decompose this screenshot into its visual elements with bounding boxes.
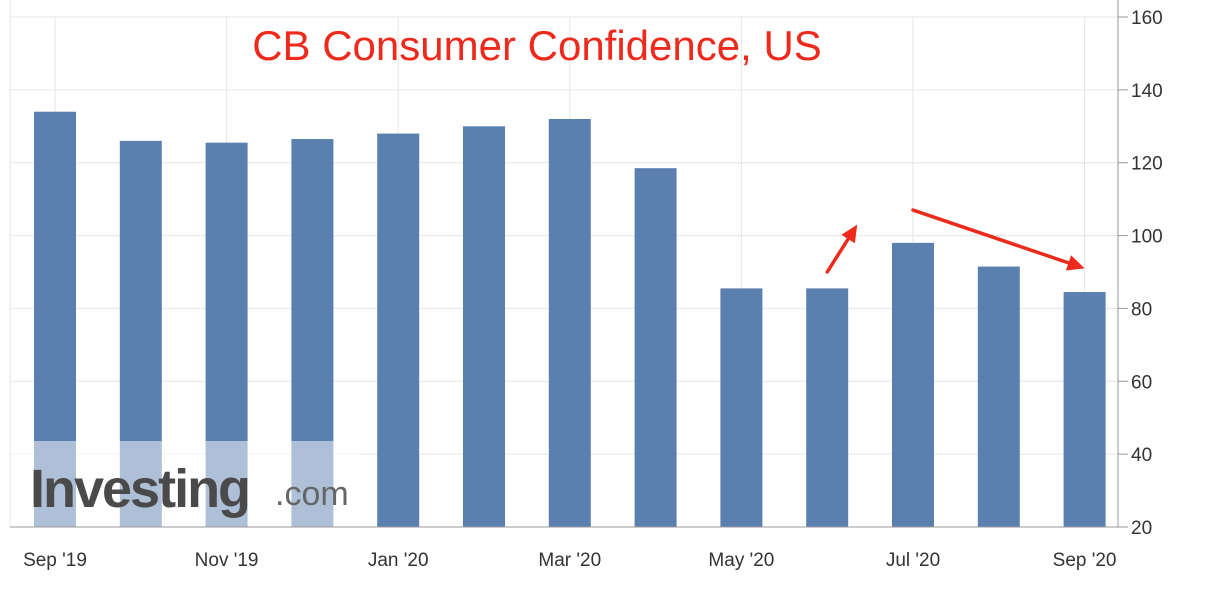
y-tick-label: 160: [1131, 8, 1163, 29]
bar: [548, 119, 591, 527]
x-tick-label: Jan '20: [368, 550, 429, 571]
y-tick-label: 140: [1131, 81, 1163, 102]
axes: [9, 0, 1128, 528]
bar: [977, 266, 1020, 527]
y-tick-label: 120: [1131, 154, 1163, 175]
x-tick-label: May '20: [708, 550, 774, 571]
bar: [1063, 292, 1106, 527]
y-tick-label: 80: [1131, 299, 1152, 320]
watermark-main: Investing: [30, 459, 249, 519]
bar: [892, 242, 934, 527]
bar: [634, 168, 677, 527]
arrow-shaft: [825, 237, 850, 274]
arrow-shaft: [911, 208, 1071, 265]
x-tick-label: Sep '19: [23, 550, 87, 571]
bar: [806, 288, 849, 527]
y-tick-label: 100: [1131, 227, 1163, 248]
bar: [463, 126, 505, 528]
arrow-head: [841, 224, 858, 244]
arrow-head: [1065, 255, 1085, 271]
y-tick-label: 60: [1131, 372, 1152, 393]
bar: [720, 288, 763, 527]
x-tick-label: Nov '19: [195, 550, 259, 571]
watermark-sub: .com: [275, 475, 349, 513]
bar: [377, 133, 420, 528]
y-tick-labels: 20 40 60 80 100 120 140 160: [1131, 8, 1163, 539]
chart-title: CB Consumer Confidence, US: [252, 22, 822, 69]
y-tick-label: 20: [1131, 518, 1152, 539]
y-tick-label: 40: [1131, 445, 1152, 466]
watermark-backdrop: [0, 441, 360, 527]
investing-watermark: Investing .com: [30, 459, 349, 519]
x-tick-label: Sep '20: [1053, 550, 1117, 571]
x-tick-labels: Sep '19 Nov '19 Jan '20 Mar '20 May '20 Jul '…: [23, 550, 1116, 571]
x-tick-label: Mar '20: [538, 550, 601, 571]
x-tick-label: Jul '20: [886, 550, 940, 571]
annotation-arrows: [825, 208, 1085, 274]
